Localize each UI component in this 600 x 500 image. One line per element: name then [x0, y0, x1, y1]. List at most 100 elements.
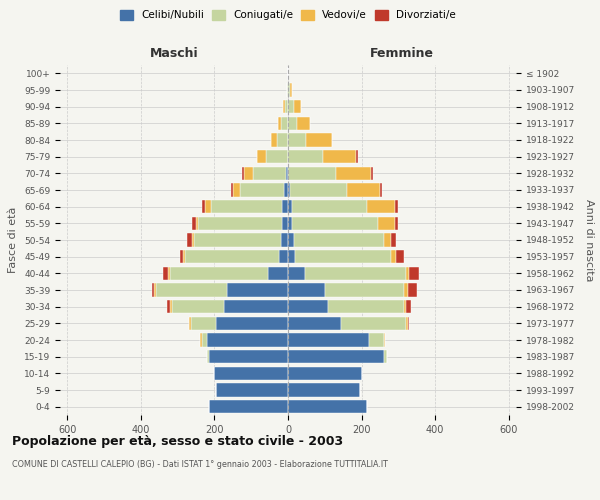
Bar	[187, 234, 193, 246]
Bar	[281, 234, 288, 246]
Bar	[383, 234, 391, 246]
Bar	[288, 284, 325, 296]
Bar	[288, 366, 362, 380]
Bar	[288, 234, 293, 246]
Bar	[279, 250, 288, 264]
Bar	[193, 234, 194, 246]
Bar	[209, 400, 288, 413]
Bar	[257, 150, 266, 164]
Bar	[266, 150, 288, 164]
Bar	[292, 200, 367, 213]
Bar	[277, 134, 288, 146]
Bar	[406, 300, 411, 314]
Bar	[278, 116, 281, 130]
Bar	[406, 266, 409, 280]
Bar	[307, 134, 332, 146]
Bar	[288, 84, 290, 96]
Bar	[383, 350, 387, 364]
Bar	[325, 284, 404, 296]
Bar	[288, 116, 297, 130]
Bar	[395, 200, 398, 213]
Bar	[205, 200, 211, 213]
Bar	[216, 384, 288, 396]
Bar	[193, 216, 196, 230]
Bar	[292, 216, 378, 230]
Bar	[288, 400, 367, 413]
Bar	[297, 116, 310, 130]
Bar	[288, 350, 383, 364]
Bar	[293, 234, 383, 246]
Bar	[288, 216, 292, 230]
Bar	[227, 284, 288, 296]
Bar	[202, 334, 207, 346]
Bar	[170, 300, 172, 314]
Bar	[407, 284, 417, 296]
Bar	[288, 166, 336, 180]
Bar	[341, 316, 406, 330]
Bar	[285, 100, 288, 114]
Bar	[397, 250, 404, 264]
Bar	[293, 100, 301, 114]
Bar	[404, 300, 406, 314]
Bar	[211, 200, 283, 213]
Bar	[170, 266, 268, 280]
Bar	[404, 284, 407, 296]
Bar	[395, 216, 398, 230]
Bar	[196, 216, 198, 230]
Text: Popolazione per età, sesso e stato civile - 2003: Popolazione per età, sesso e stato civil…	[12, 435, 343, 448]
Y-axis label: Fasce di età: Fasce di età	[8, 207, 19, 273]
Text: COMUNE DI CASTELLI CALEPIO (BG) - Dati ISTAT 1° gennaio 2003 - Elaborazione TUTT: COMUNE DI CASTELLI CALEPIO (BG) - Dati I…	[12, 460, 388, 469]
Bar	[288, 200, 292, 213]
Bar	[271, 134, 277, 146]
Bar	[284, 184, 288, 196]
Bar	[378, 216, 395, 230]
Bar	[268, 266, 288, 280]
Bar	[336, 166, 371, 180]
Bar	[200, 334, 202, 346]
Bar	[288, 134, 307, 146]
Legend: Celibi/Nubili, Coniugati/e, Vedovi/e, Divorziati/e: Celibi/Nubili, Coniugati/e, Vedovi/e, Di…	[120, 10, 456, 20]
Bar	[288, 384, 360, 396]
Bar	[191, 316, 216, 330]
Bar	[290, 84, 292, 96]
Bar	[288, 150, 323, 164]
Bar	[288, 266, 305, 280]
Bar	[154, 284, 155, 296]
Bar	[283, 216, 288, 230]
Bar	[371, 166, 373, 180]
Bar	[172, 300, 224, 314]
Bar	[288, 334, 369, 346]
Bar	[244, 166, 253, 180]
Bar	[214, 366, 288, 380]
Bar	[305, 266, 406, 280]
Bar	[194, 234, 281, 246]
Bar	[189, 316, 191, 330]
Text: Maschi: Maschi	[149, 47, 199, 60]
Bar	[356, 150, 358, 164]
Bar	[288, 100, 293, 114]
Bar	[383, 334, 385, 346]
Bar	[183, 250, 185, 264]
Bar	[409, 266, 419, 280]
Bar	[391, 234, 397, 246]
Bar	[167, 300, 170, 314]
Y-axis label: Anni di nascita: Anni di nascita	[584, 198, 595, 281]
Bar	[179, 250, 183, 264]
Bar	[323, 150, 356, 164]
Bar	[198, 216, 283, 230]
Bar	[152, 284, 154, 296]
Bar	[163, 266, 169, 280]
Bar	[169, 266, 170, 280]
Bar	[369, 334, 383, 346]
Bar	[391, 250, 397, 264]
Bar	[283, 200, 288, 213]
Bar	[328, 300, 404, 314]
Bar	[253, 166, 286, 180]
Bar	[202, 200, 205, 213]
Bar	[216, 316, 288, 330]
Bar	[407, 316, 409, 330]
Bar	[288, 184, 290, 196]
Bar	[288, 250, 295, 264]
Bar	[286, 166, 288, 180]
Bar	[155, 284, 227, 296]
